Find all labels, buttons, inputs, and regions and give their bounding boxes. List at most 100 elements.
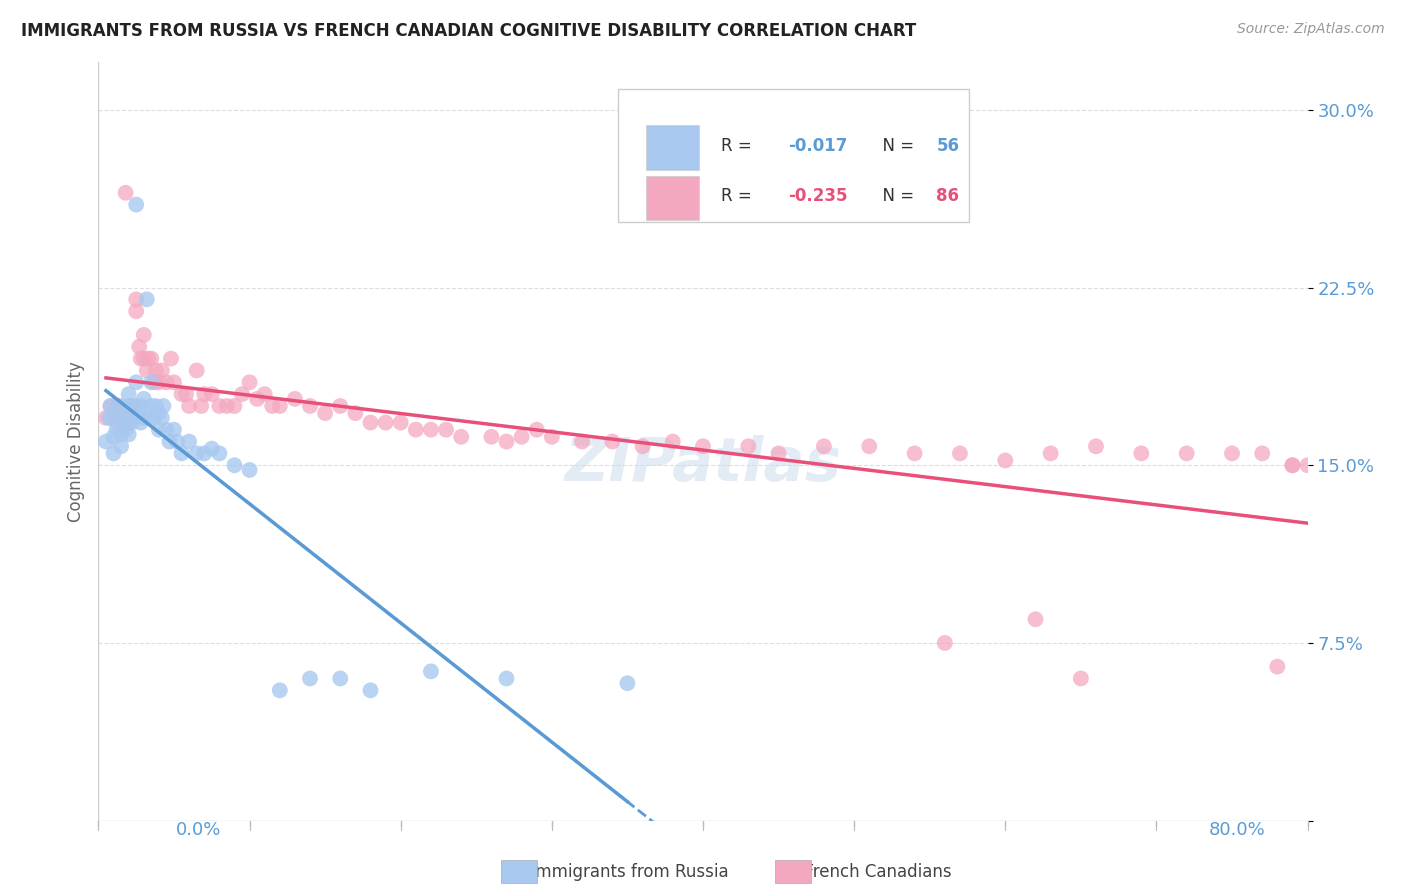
Point bbox=[239, 376, 262, 390]
Text: N =: N = bbox=[872, 187, 920, 205]
Point bbox=[1281, 458, 1303, 473]
Point bbox=[208, 446, 231, 460]
Point bbox=[110, 399, 132, 413]
Point bbox=[118, 406, 141, 420]
Point bbox=[224, 458, 246, 473]
Point bbox=[450, 430, 472, 444]
Point bbox=[129, 399, 152, 413]
Point bbox=[360, 416, 382, 430]
Point bbox=[148, 406, 170, 420]
Point bbox=[186, 446, 208, 460]
Point bbox=[329, 399, 352, 413]
Point bbox=[1070, 672, 1092, 686]
Point bbox=[904, 446, 927, 460]
Point bbox=[118, 387, 141, 401]
Point bbox=[284, 392, 307, 406]
Point bbox=[143, 410, 166, 425]
Point bbox=[540, 430, 562, 444]
Point bbox=[631, 439, 654, 453]
Text: -0.017: -0.017 bbox=[787, 136, 846, 154]
Point bbox=[661, 434, 683, 449]
Point bbox=[692, 439, 714, 453]
Point bbox=[174, 387, 197, 401]
Point bbox=[314, 406, 336, 420]
Point bbox=[994, 453, 1017, 467]
Point bbox=[110, 427, 132, 442]
Point bbox=[141, 376, 163, 390]
Point bbox=[246, 392, 269, 406]
Point bbox=[114, 410, 136, 425]
Point bbox=[122, 410, 145, 425]
Point bbox=[121, 416, 143, 430]
Point bbox=[420, 665, 443, 679]
Point bbox=[737, 439, 759, 453]
Point bbox=[112, 410, 135, 425]
Point bbox=[481, 430, 503, 444]
Point bbox=[949, 446, 972, 460]
Point bbox=[495, 672, 517, 686]
Point bbox=[110, 439, 132, 453]
Point bbox=[125, 293, 148, 307]
Point bbox=[132, 410, 155, 425]
Point bbox=[129, 416, 152, 430]
Point bbox=[105, 423, 128, 437]
Point bbox=[360, 683, 382, 698]
Point bbox=[105, 416, 128, 430]
Point bbox=[201, 442, 224, 456]
Point bbox=[159, 434, 181, 449]
FancyBboxPatch shape bbox=[619, 89, 969, 221]
Point bbox=[434, 423, 457, 437]
Point bbox=[1267, 659, 1289, 673]
Point bbox=[148, 423, 170, 437]
Point bbox=[128, 403, 150, 417]
Point bbox=[150, 363, 173, 377]
Point bbox=[299, 399, 322, 413]
Text: Immigrants from Russia: Immigrants from Russia bbox=[520, 863, 728, 881]
Point bbox=[118, 399, 141, 413]
Point bbox=[571, 434, 593, 449]
Point bbox=[136, 351, 159, 366]
Point bbox=[152, 399, 174, 413]
Point bbox=[269, 683, 291, 698]
Point bbox=[132, 327, 155, 342]
Point bbox=[132, 351, 155, 366]
Point bbox=[215, 399, 238, 413]
Point bbox=[135, 363, 157, 377]
Point bbox=[145, 363, 167, 377]
Point bbox=[114, 423, 136, 437]
Point bbox=[141, 351, 163, 366]
Point bbox=[170, 387, 193, 401]
Point bbox=[1175, 446, 1198, 460]
Point bbox=[329, 672, 352, 686]
Point bbox=[179, 399, 201, 413]
Point bbox=[103, 430, 125, 444]
Text: 56: 56 bbox=[936, 136, 959, 154]
Point bbox=[103, 446, 125, 460]
Point bbox=[193, 387, 215, 401]
Point bbox=[110, 410, 132, 425]
Point bbox=[163, 376, 186, 390]
Point bbox=[163, 423, 186, 437]
Text: ZIPatlas: ZIPatlas bbox=[564, 434, 842, 494]
Point bbox=[374, 416, 396, 430]
Point bbox=[420, 423, 443, 437]
Point bbox=[100, 399, 122, 413]
Text: -0.235: -0.235 bbox=[787, 187, 848, 205]
Point bbox=[1281, 458, 1303, 473]
Point bbox=[118, 427, 141, 442]
Point bbox=[201, 387, 224, 401]
Point bbox=[1130, 446, 1153, 460]
Point bbox=[1085, 439, 1108, 453]
Point bbox=[231, 387, 253, 401]
Point bbox=[186, 363, 208, 377]
Point bbox=[100, 399, 122, 413]
FancyBboxPatch shape bbox=[647, 176, 699, 220]
Point bbox=[179, 434, 201, 449]
Point bbox=[389, 416, 412, 430]
Point bbox=[1220, 446, 1243, 460]
Point bbox=[1296, 458, 1319, 473]
Point bbox=[208, 399, 231, 413]
Point bbox=[616, 676, 638, 690]
Point bbox=[121, 399, 143, 413]
FancyBboxPatch shape bbox=[647, 125, 699, 169]
